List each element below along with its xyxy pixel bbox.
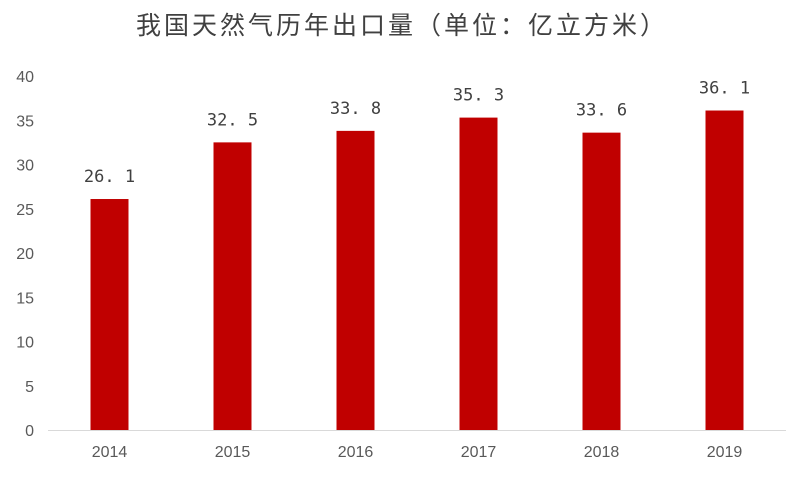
y-tick-label: 25 [16,202,34,219]
x-tick-label: 2014 [92,444,128,461]
bar[interactable] [459,117,498,430]
y-tick-label: 35 [16,113,34,130]
data-label: 36. 1 [699,79,750,99]
bar[interactable] [705,110,744,430]
y-tick-label: 5 [25,379,34,396]
data-label: 32. 5 [207,110,258,130]
data-label: 33. 8 [330,99,381,119]
bar[interactable] [213,142,252,430]
y-tick-label: 10 [16,335,34,352]
y-tick-label: 15 [16,290,34,307]
chart-title: 我国天然气历年出口量（单位：亿立方米） [135,11,668,40]
x-tick-label: 2016 [338,444,374,461]
x-tick-label: 2015 [215,444,251,461]
data-label: 33. 6 [576,101,627,121]
y-tick-label: 20 [16,246,34,263]
bar[interactable] [90,199,129,430]
x-tick-label: 2019 [707,444,743,461]
data-label: 26. 1 [84,167,135,187]
y-tick-label: 40 [16,69,34,86]
bar[interactable] [582,132,621,430]
y-tick-label: 0 [25,423,34,440]
y-tick-label: 30 [16,158,34,175]
x-tick-label: 2018 [584,444,620,461]
data-label: 35. 3 [453,86,504,106]
x-tick-label: 2017 [461,444,497,461]
bar[interactable] [336,130,375,430]
